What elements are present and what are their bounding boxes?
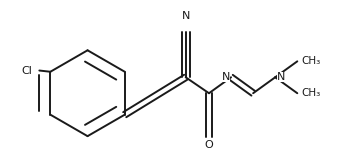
- Text: Cl: Cl: [21, 65, 32, 76]
- Text: N: N: [277, 72, 285, 82]
- Text: CH₃: CH₃: [301, 56, 320, 66]
- Text: N: N: [182, 11, 190, 21]
- Text: N: N: [221, 72, 230, 82]
- Text: O: O: [205, 140, 213, 150]
- Text: CH₃: CH₃: [301, 88, 320, 98]
